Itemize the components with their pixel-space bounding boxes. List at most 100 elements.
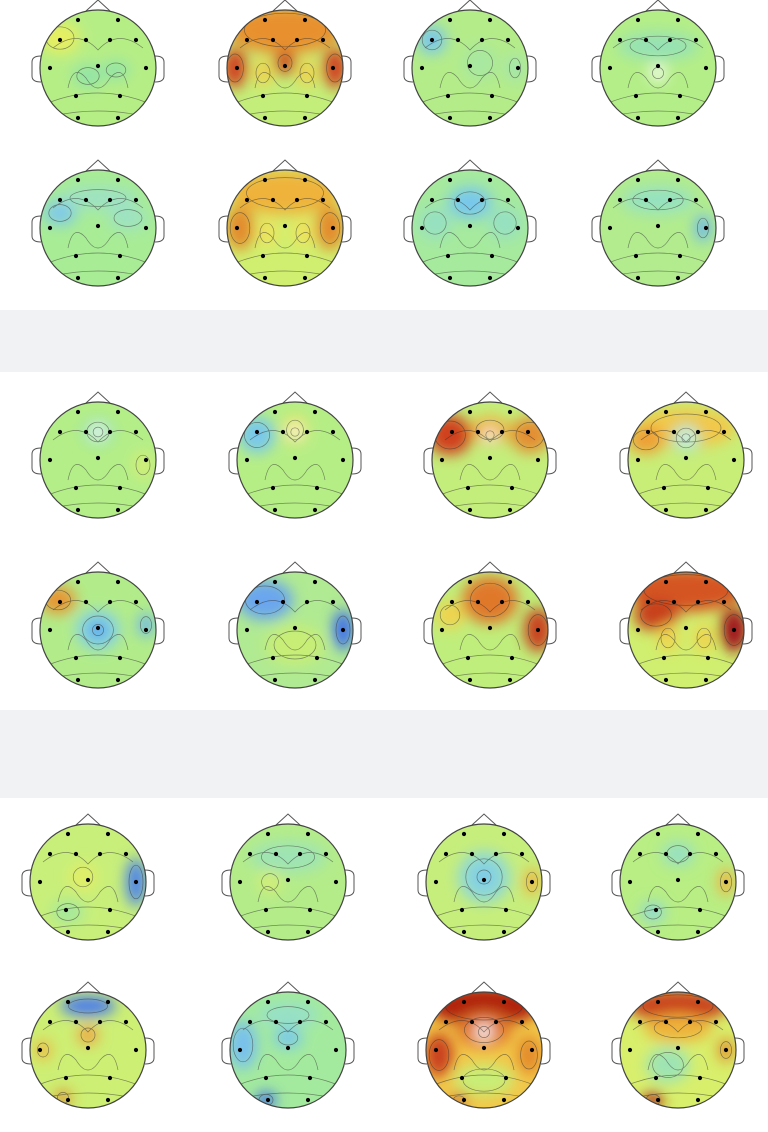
electrode-dot: [330, 429, 336, 435]
electrode-dot: [117, 485, 123, 491]
electrode-dot: [655, 929, 661, 935]
electrode-dot: [263, 907, 269, 913]
electrode-dot: [607, 225, 613, 231]
nose-marker: [282, 561, 308, 574]
topomap-head: [423, 391, 557, 519]
electrode-dot: [247, 851, 253, 857]
electrode-dot: [675, 177, 681, 183]
ear-marker: [546, 447, 557, 475]
electrode-dot: [493, 851, 499, 857]
topomap-head: [221, 813, 355, 941]
electrode-dot: [47, 851, 53, 857]
ear-marker: [546, 617, 557, 645]
electrode-dot: [635, 17, 641, 23]
electrode-dot: [340, 457, 346, 463]
electrode-dot: [254, 599, 260, 605]
electrode-dot: [655, 63, 661, 69]
electrode-dot: [47, 627, 53, 633]
electrode-dot: [37, 1047, 43, 1053]
electrode-dot: [312, 579, 318, 585]
ear-marker: [221, 1037, 232, 1065]
topomap-head: [591, 0, 725, 127]
ear-marker: [591, 215, 602, 243]
electrode-dot: [260, 93, 266, 99]
scalp-field: [426, 824, 542, 940]
electrode-dot: [507, 409, 513, 415]
electrode-dot: [47, 225, 53, 231]
electrode-dot: [667, 197, 673, 203]
electrode-dot: [234, 65, 240, 71]
nose-marker: [85, 561, 111, 574]
electrode-dot: [273, 851, 279, 857]
electrode-dot: [655, 999, 661, 1005]
electrode-dot: [307, 1075, 313, 1081]
ear-marker: [31, 617, 42, 645]
electrode-dot: [449, 599, 455, 605]
electrode-dot: [107, 197, 113, 203]
electrode-dot: [447, 177, 453, 183]
electrode-dot: [459, 907, 465, 913]
electrode-dot: [469, 1019, 475, 1025]
electrode-dot: [73, 1019, 79, 1025]
ear-marker: [423, 617, 434, 645]
ear-marker: [31, 215, 42, 243]
electrode-dot: [731, 627, 737, 633]
electrode-dot: [294, 37, 300, 43]
electrode-dot: [467, 507, 473, 513]
electrode-dot: [445, 253, 451, 259]
electrode-dot: [115, 677, 121, 683]
head-outline: [236, 571, 354, 689]
electrode-dot: [455, 37, 461, 43]
electrode-dot: [635, 115, 641, 121]
electrode-dot: [535, 457, 541, 463]
electrode-dot: [637, 851, 643, 857]
electrode-dot: [475, 599, 481, 605]
ear-marker: [154, 617, 165, 645]
electrode-dot: [617, 197, 623, 203]
electrode-dot: [237, 1047, 243, 1053]
electrode-dot: [645, 599, 651, 605]
electrode-dot: [83, 429, 89, 435]
electrode-dot: [73, 851, 79, 857]
electrode-dot: [519, 1019, 525, 1025]
electrode-dot: [105, 929, 111, 935]
electrode-dot: [105, 999, 111, 1005]
ear-marker: [341, 215, 352, 243]
electrode-dot: [617, 37, 623, 43]
electrode-dot: [143, 457, 149, 463]
electrode-dot: [312, 409, 318, 415]
electrode-dot: [95, 455, 101, 461]
electrode-dot: [507, 507, 513, 513]
electrode-dot: [143, 65, 149, 71]
head-outline: [236, 401, 354, 519]
ear-marker: [417, 869, 428, 897]
electrode-dot: [83, 37, 89, 43]
electrode-dot: [115, 275, 121, 281]
electrode-dot: [723, 879, 729, 885]
electrode-dot: [645, 429, 651, 435]
electrode-dot: [655, 831, 661, 837]
head-outline: [39, 571, 157, 689]
electrode-dot: [635, 275, 641, 281]
electrode-dot: [501, 1097, 507, 1103]
electrode-dot: [487, 275, 493, 281]
ear-marker: [403, 215, 414, 243]
electrode-dot: [272, 507, 278, 513]
head-outline: [425, 991, 543, 1109]
electrode-dot: [465, 655, 471, 661]
electrode-dot: [487, 177, 493, 183]
ear-marker: [221, 869, 232, 897]
head-outline: [39, 401, 157, 519]
electrode-dot: [683, 455, 689, 461]
ear-marker: [619, 617, 630, 645]
nose-marker: [673, 391, 699, 404]
electrode-dot: [525, 429, 531, 435]
nose-marker: [477, 561, 503, 574]
head-outline: [425, 823, 543, 941]
ear-marker: [714, 55, 725, 83]
electrode-dot: [304, 253, 310, 259]
electrode-dot: [721, 599, 727, 605]
electrode-dot: [459, 1075, 465, 1081]
electrode-dot: [117, 655, 123, 661]
electrode-dot: [75, 579, 81, 585]
